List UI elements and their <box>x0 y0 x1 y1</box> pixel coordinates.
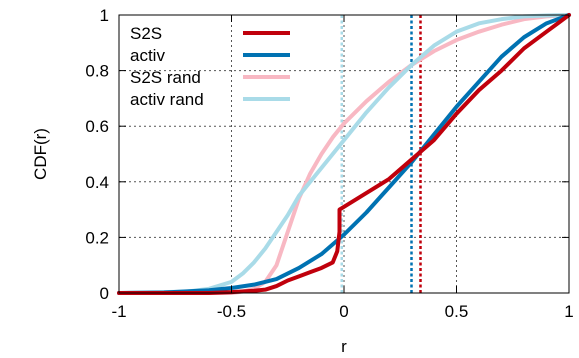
legend: S2S activ S2S rand activ rand <box>130 24 290 109</box>
legend-label: activ rand <box>130 90 204 109</box>
series-line-s2s <box>117 13 571 295</box>
y-tick-label: 1 <box>100 6 109 25</box>
y-tick-label: 0.8 <box>85 62 109 81</box>
x-tick-label: -1 <box>111 302 126 321</box>
y-tick-label: 0.4 <box>85 173 109 192</box>
y-axis-label: CDF(r) <box>31 128 50 180</box>
y-tick-label: 0 <box>100 284 109 303</box>
x-axis-label: r <box>341 337 347 356</box>
x-tick-label: 0 <box>339 302 348 321</box>
x-tick-label: 1 <box>564 302 573 321</box>
legend-label: S2S <box>130 24 162 43</box>
legend-label: activ <box>130 46 165 65</box>
legend-label: S2S rand <box>130 68 201 87</box>
y-tick-label: 0.6 <box>85 117 109 136</box>
series-line-s2s-rand <box>117 13 571 295</box>
x-tick-label: 0.5 <box>445 302 469 321</box>
y-tick-label: 0.2 <box>85 228 109 247</box>
series-line-activ-rand <box>117 13 571 295</box>
x-tick-label: -0.5 <box>217 302 246 321</box>
vertical-reference-lines <box>340 15 422 293</box>
tick-layer: -1 -0.5 0 0.5 1 0 0.2 0.4 0.6 0.8 1 <box>85 6 573 321</box>
